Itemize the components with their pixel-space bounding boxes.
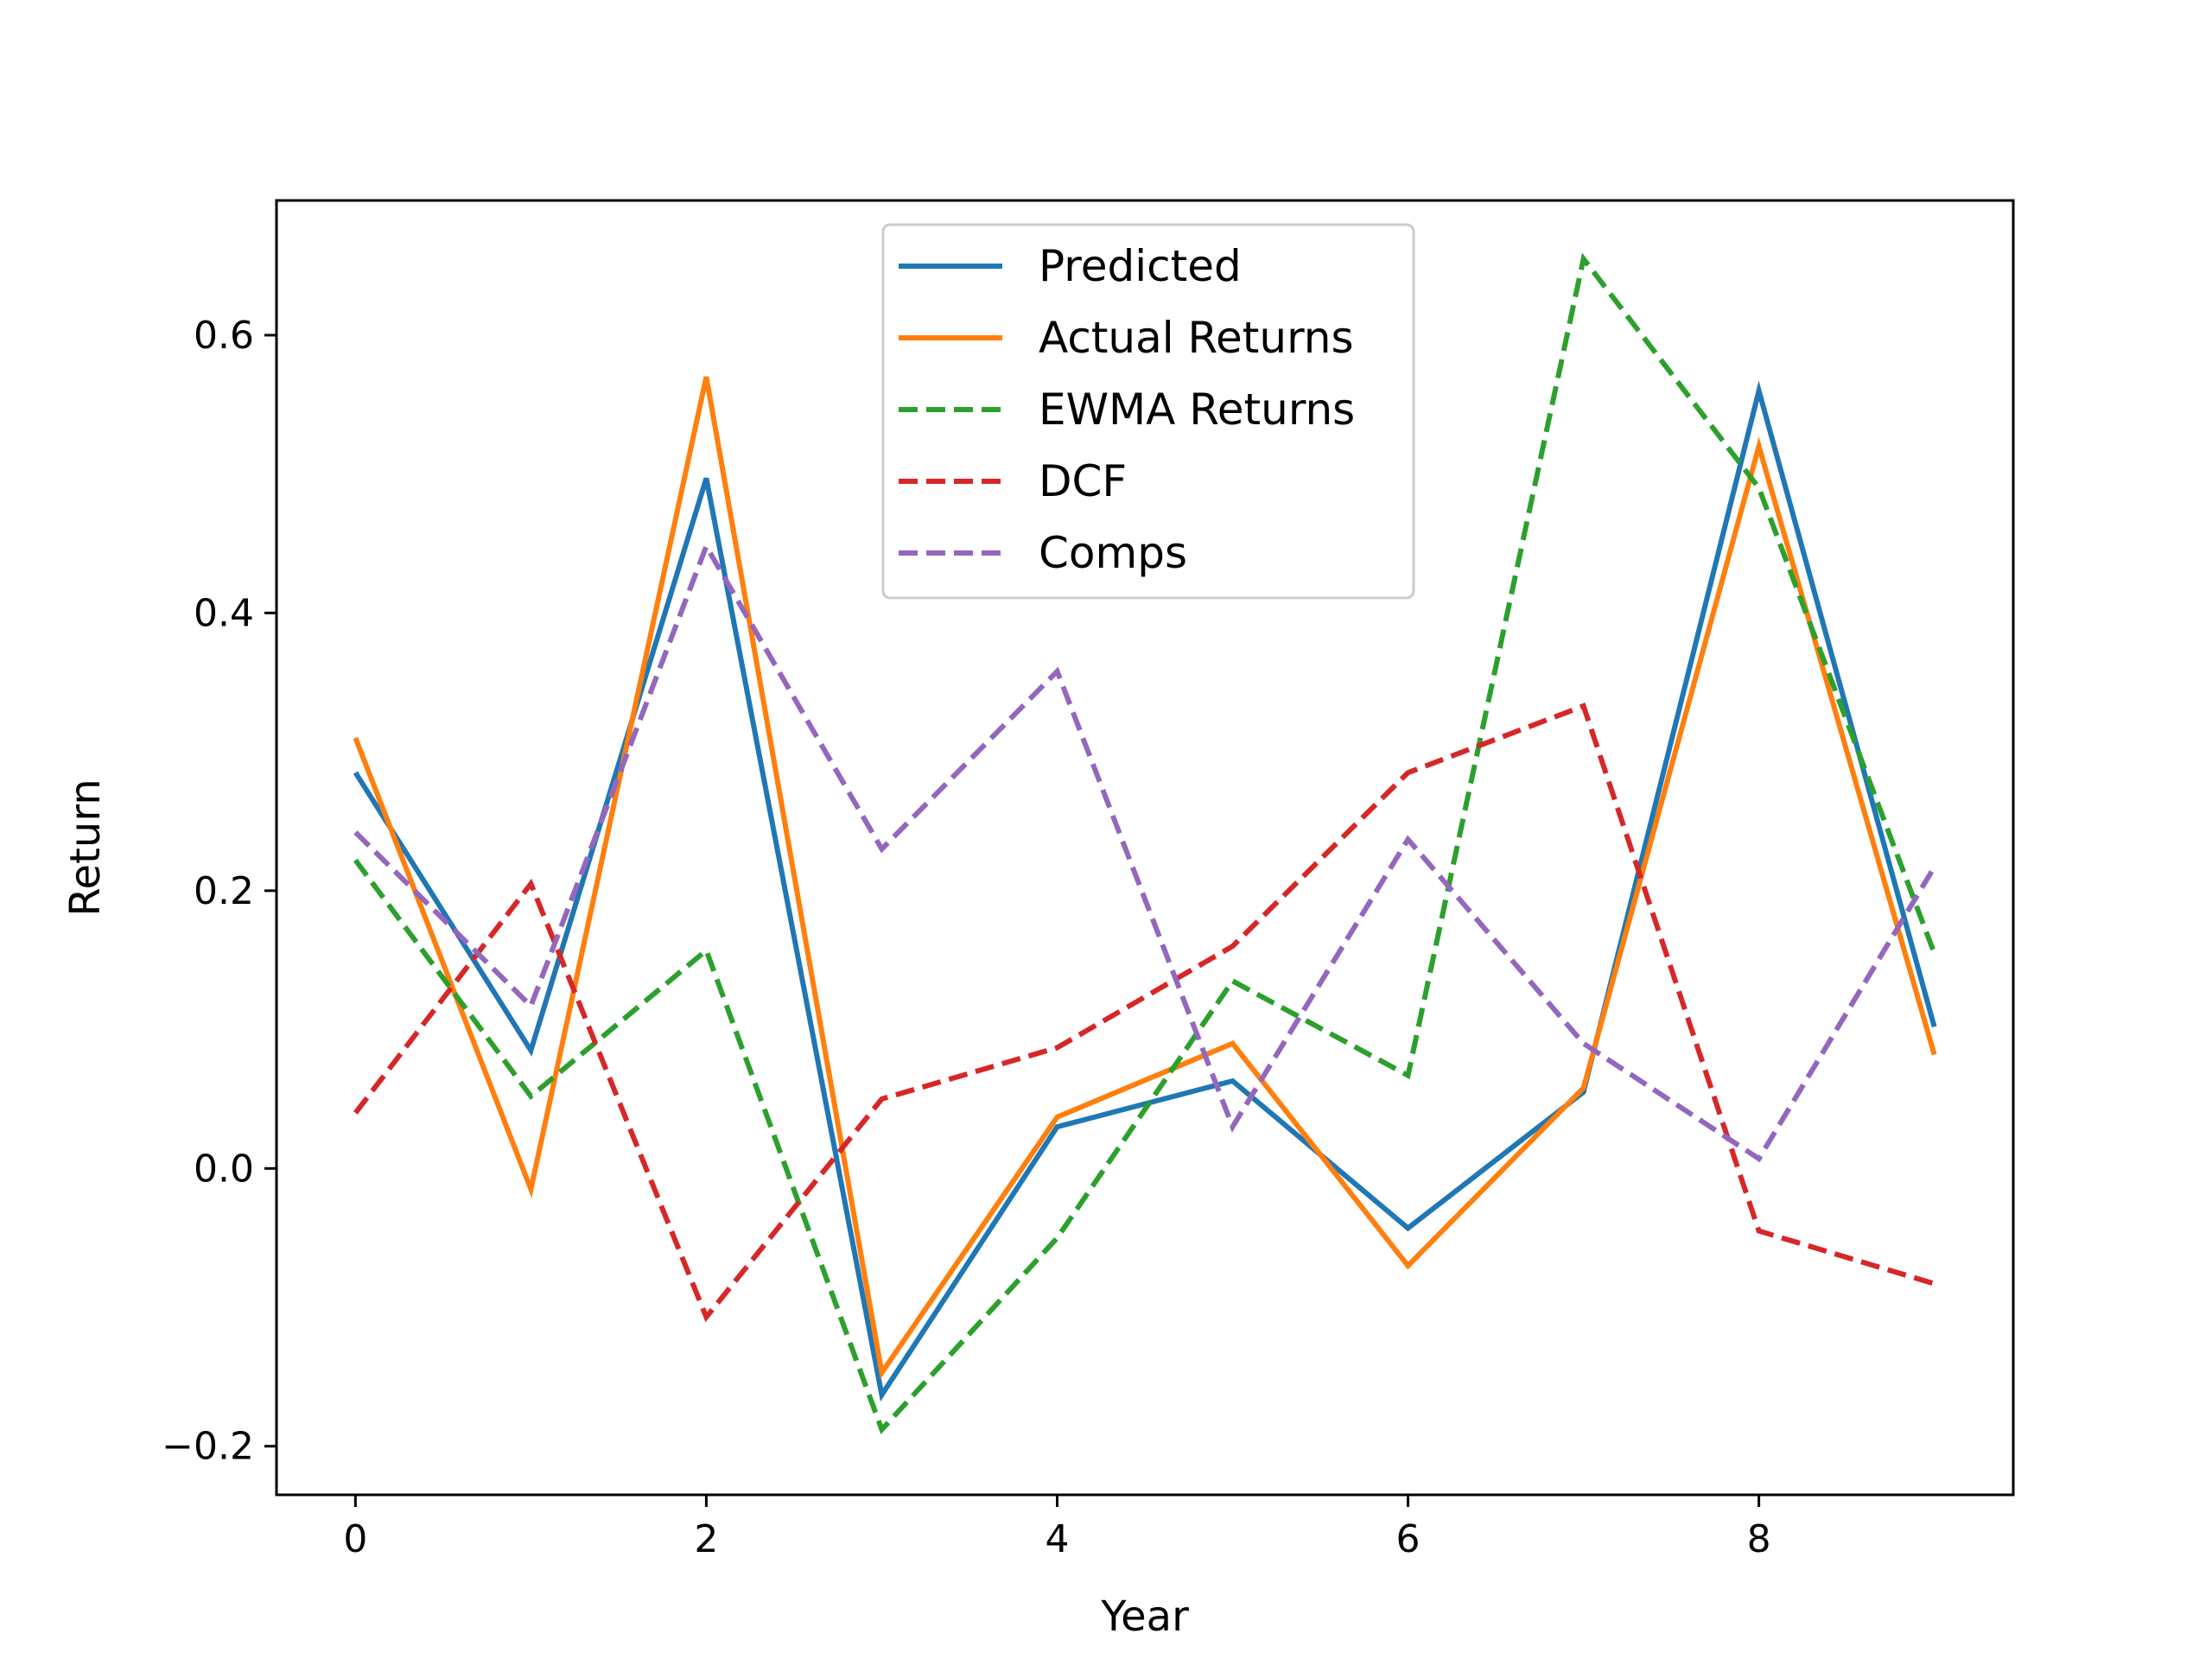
y-tick-label: 0.0 — [194, 1147, 254, 1191]
x-tick-label: 0 — [343, 1517, 367, 1561]
legend-label-5: Comps — [1039, 528, 1187, 578]
y-tick-label: −0.2 — [162, 1425, 254, 1469]
legend-entries: Predicted Actual Returns EWMA Returns DCF Co… — [899, 241, 1355, 578]
series-line-1 — [353, 380, 1937, 1402]
x-tick-label: 2 — [694, 1517, 718, 1561]
x-tick-label: 6 — [1396, 1517, 1421, 1561]
legend-box — [881, 223, 1415, 600]
legend: Predicted Actual Returns EWMA Returns DCF Co… — [881, 223, 1415, 600]
series-line-3 — [353, 252, 1937, 1435]
x-axis-ticks: 0 2 4 6 8 — [343, 1495, 1771, 1561]
x-axis-label: Year — [1100, 1592, 1189, 1641]
y-tick-label: 0.6 — [194, 314, 254, 358]
x-tick-label: 4 — [1045, 1517, 1069, 1561]
x-tick-label: 8 — [1747, 1517, 1771, 1561]
legend-label-4: DCF — [1039, 456, 1127, 506]
series-line-5 — [353, 540, 1937, 1163]
series-line-4 — [353, 702, 1936, 1323]
plot-frame — [275, 199, 2015, 1497]
y-axis-label: Return — [61, 779, 110, 916]
legend-label-3: EWMA Returns — [1039, 385, 1355, 435]
y-tick-label: 0.2 — [194, 869, 254, 913]
series-layer — [353, 252, 1937, 1435]
legend-label-1: Predicted — [1039, 241, 1242, 291]
legend-label-2: Actual Returns — [1039, 313, 1354, 363]
y-tick-label: 0.4 — [194, 591, 254, 635]
y-axis-ticks: −0.2 0.0 0.2 0.4 0.6 — [162, 314, 276, 1469]
